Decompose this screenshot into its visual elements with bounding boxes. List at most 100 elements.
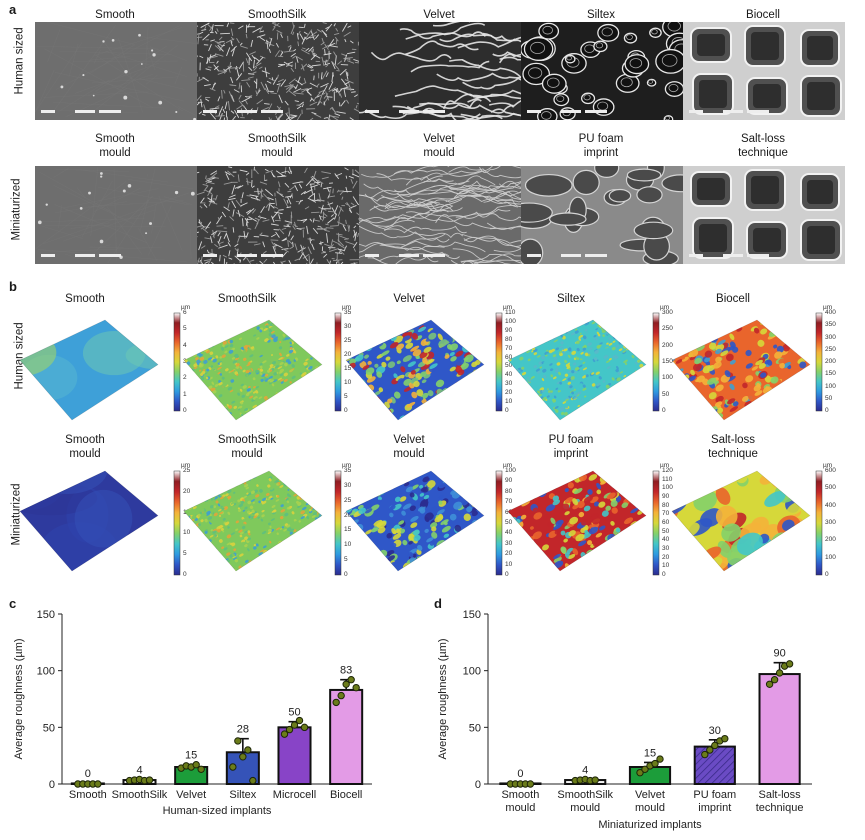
data-point bbox=[591, 776, 599, 784]
colorbar-tick: 5 bbox=[183, 550, 187, 558]
topography-human-3 bbox=[507, 319, 647, 421]
colorbar-tick: 4 bbox=[183, 341, 187, 349]
roughness-chart-human-sized: c 0 50 100 150 Average roughness (µm) 0 Smooth 4… bbox=[9, 596, 372, 817]
data-point bbox=[706, 746, 714, 754]
sem-image-human-4 bbox=[683, 22, 845, 120]
colorbar-tick: 0 bbox=[662, 407, 666, 414]
sem-title-mini-pu-foam-imprint: PU foam imprint bbox=[578, 133, 624, 159]
colorbar-tick: 0 bbox=[662, 571, 666, 578]
bar-value-label: 15 bbox=[644, 747, 656, 759]
colorbar-mini-4 bbox=[815, 470, 823, 576]
colorbar-tick: 50 bbox=[505, 362, 513, 370]
colorbar-tick: 0 bbox=[505, 571, 509, 578]
panel-c-letter: c bbox=[9, 596, 16, 611]
bar-value-label: 15 bbox=[185, 750, 197, 762]
colorbar-tick: 600 bbox=[825, 467, 836, 474]
topo-title-1: SmoothSilk bbox=[217, 293, 277, 305]
topography-mini-2 bbox=[345, 470, 485, 572]
colorbar-tick: 10 bbox=[344, 541, 352, 549]
colorbar-tick: 120 bbox=[662, 467, 673, 474]
data-point bbox=[244, 746, 252, 754]
colorbar-tick: 30 bbox=[344, 323, 352, 330]
x-axis-label: Human-sized implants bbox=[163, 805, 272, 817]
x-category-label: SmoothSilk bbox=[112, 789, 168, 801]
colorbar-tick: 300 bbox=[825, 333, 836, 341]
data-point bbox=[295, 716, 304, 725]
sem-title-biocell: Biocell bbox=[746, 9, 780, 21]
colorbar-tick: 50 bbox=[662, 390, 670, 398]
y-tick-label: 150 bbox=[37, 609, 55, 621]
bar-value-label: 30 bbox=[709, 725, 721, 737]
colorbar-tick: 250 bbox=[825, 345, 836, 353]
colorbar-tick: 100 bbox=[825, 553, 836, 561]
colorbar-unit: µm bbox=[660, 462, 670, 469]
data-point bbox=[337, 691, 345, 700]
colorbar-tick: 100 bbox=[505, 467, 516, 474]
data-point bbox=[249, 776, 257, 785]
colorbar-tick: 35 bbox=[344, 467, 352, 474]
data-point bbox=[145, 776, 154, 784]
x-category-label: Smooth bbox=[69, 789, 107, 801]
colorbar-mini-1 bbox=[334, 470, 342, 576]
topo-title-mini-4: Salt-loss technique bbox=[708, 434, 758, 460]
topo-title-mini-3: PU foam imprint bbox=[548, 434, 594, 460]
colorbar-human-2 bbox=[495, 312, 503, 412]
y-tick-label: 0 bbox=[475, 779, 481, 791]
y-tick-label: 0 bbox=[49, 779, 55, 791]
topo-title-3: Siltex bbox=[556, 293, 586, 305]
colorbar-tick: 25 bbox=[183, 467, 191, 474]
x-axis-label: Miniaturized implants bbox=[598, 819, 702, 831]
colorbar-human-1 bbox=[334, 312, 342, 412]
colorbar-tick: 20 bbox=[505, 550, 513, 558]
x-category-label: Velvet bbox=[176, 789, 206, 801]
data-point bbox=[765, 680, 774, 688]
colorbar-human-3 bbox=[652, 312, 660, 412]
y-tick-label: 150 bbox=[463, 609, 481, 621]
sem-title-mini-smoothsilk-mould: SmoothSilk mould bbox=[247, 133, 307, 159]
x-category-label: SmoothSilk bbox=[557, 789, 613, 801]
colorbar-unit: µm bbox=[181, 462, 191, 469]
colorbar-tick: 6 bbox=[183, 309, 187, 316]
data-point bbox=[300, 723, 309, 732]
data-point bbox=[721, 734, 729, 743]
colorbar-tick: 20 bbox=[344, 351, 352, 358]
sem-title-mini-salt-loss-technique: Salt-loss technique bbox=[738, 133, 788, 159]
colorbar-tick: 300 bbox=[825, 519, 836, 526]
colorbar-tick: 200 bbox=[825, 536, 836, 544]
bar-salt-loss-technique bbox=[758, 673, 801, 785]
colorbar-tick: 90 bbox=[662, 493, 670, 500]
data-point bbox=[711, 741, 719, 750]
colorbar-tick: 40 bbox=[662, 536, 670, 544]
data-point bbox=[332, 698, 340, 707]
topography-human-0 bbox=[19, 319, 159, 421]
topography-human-2 bbox=[345, 319, 485, 421]
bar-value-label: 50 bbox=[288, 707, 300, 719]
colorbar-unit: µm bbox=[181, 304, 191, 311]
colorbar-tick: 0 bbox=[344, 407, 348, 414]
colorbar-tick: 200 bbox=[825, 358, 836, 365]
colorbar-tick: 50 bbox=[505, 519, 513, 526]
colorbar-tick: 0 bbox=[183, 407, 187, 414]
x-category-label: Microcell bbox=[273, 789, 316, 801]
colorbar-tick: 110 bbox=[662, 475, 673, 483]
colorbar-tick: 0 bbox=[825, 407, 829, 414]
data-point bbox=[197, 765, 205, 773]
colorbar-tick: 20 bbox=[344, 511, 352, 519]
colorbar-tick: 400 bbox=[825, 501, 836, 509]
sem-title-velvet: Velvet bbox=[423, 9, 455, 21]
x-category-label: Biocell bbox=[330, 789, 362, 801]
colorbar-unit: µm bbox=[503, 304, 513, 311]
panel-d-letter: d bbox=[434, 596, 442, 611]
colorbar-tick: 300 bbox=[662, 309, 673, 316]
colorbar-tick: 200 bbox=[662, 341, 673, 349]
panel-b-letter: b bbox=[9, 279, 17, 294]
topo-title-mini-1: SmoothSilk mould bbox=[217, 434, 277, 460]
y-axis-label: Average roughness (µm) bbox=[437, 638, 449, 759]
colorbar-tick: 10 bbox=[505, 560, 513, 568]
colorbar-tick: 350 bbox=[825, 321, 836, 329]
colorbar-unit: µm bbox=[823, 304, 833, 311]
x-category-label: Velvet bbox=[635, 789, 665, 801]
topo-title-0: Smooth bbox=[65, 293, 105, 305]
topo-title-mini-2: Velvet mould bbox=[393, 434, 425, 460]
colorbar-tick: 30 bbox=[505, 539, 513, 547]
